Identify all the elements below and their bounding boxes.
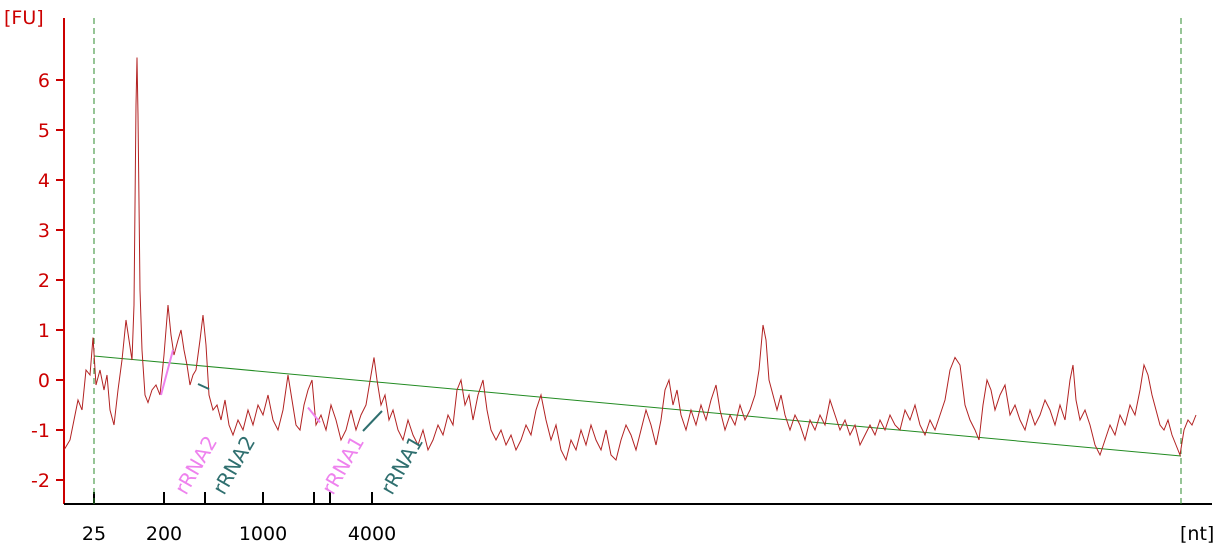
x-unit-label: [nt] [1180,523,1214,545]
rrna-peak-marker [307,406,321,424]
baseline-line [93,355,1182,457]
rrna-peak-marker [362,410,383,432]
x-tick-label: 25 [82,523,106,545]
signal-trace [63,57,1197,462]
y-unit-label: [FU] [4,7,44,29]
y-tick-label: 0 [38,370,50,392]
y-tick-label: 3 [38,220,50,242]
y-tick-label: 5 [38,120,50,142]
rrna-peak-marker [197,383,210,390]
rrna-label: rRNA1 [317,432,370,499]
rrna-label: rRNA1 [376,432,429,499]
rrna-peak-marker [160,349,174,396]
x-tick-label: 4000 [348,523,396,545]
y-tick-label: 2 [38,270,50,292]
x-tick-label: 1000 [239,523,287,545]
y-tick-label: -2 [31,470,50,492]
y-tick-label: 1 [38,320,50,342]
x-tick-label: 200 [146,523,182,545]
y-tick-label: 4 [38,170,50,192]
y-tick-label: 6 [38,70,50,92]
y-tick-label: -1 [31,420,50,442]
